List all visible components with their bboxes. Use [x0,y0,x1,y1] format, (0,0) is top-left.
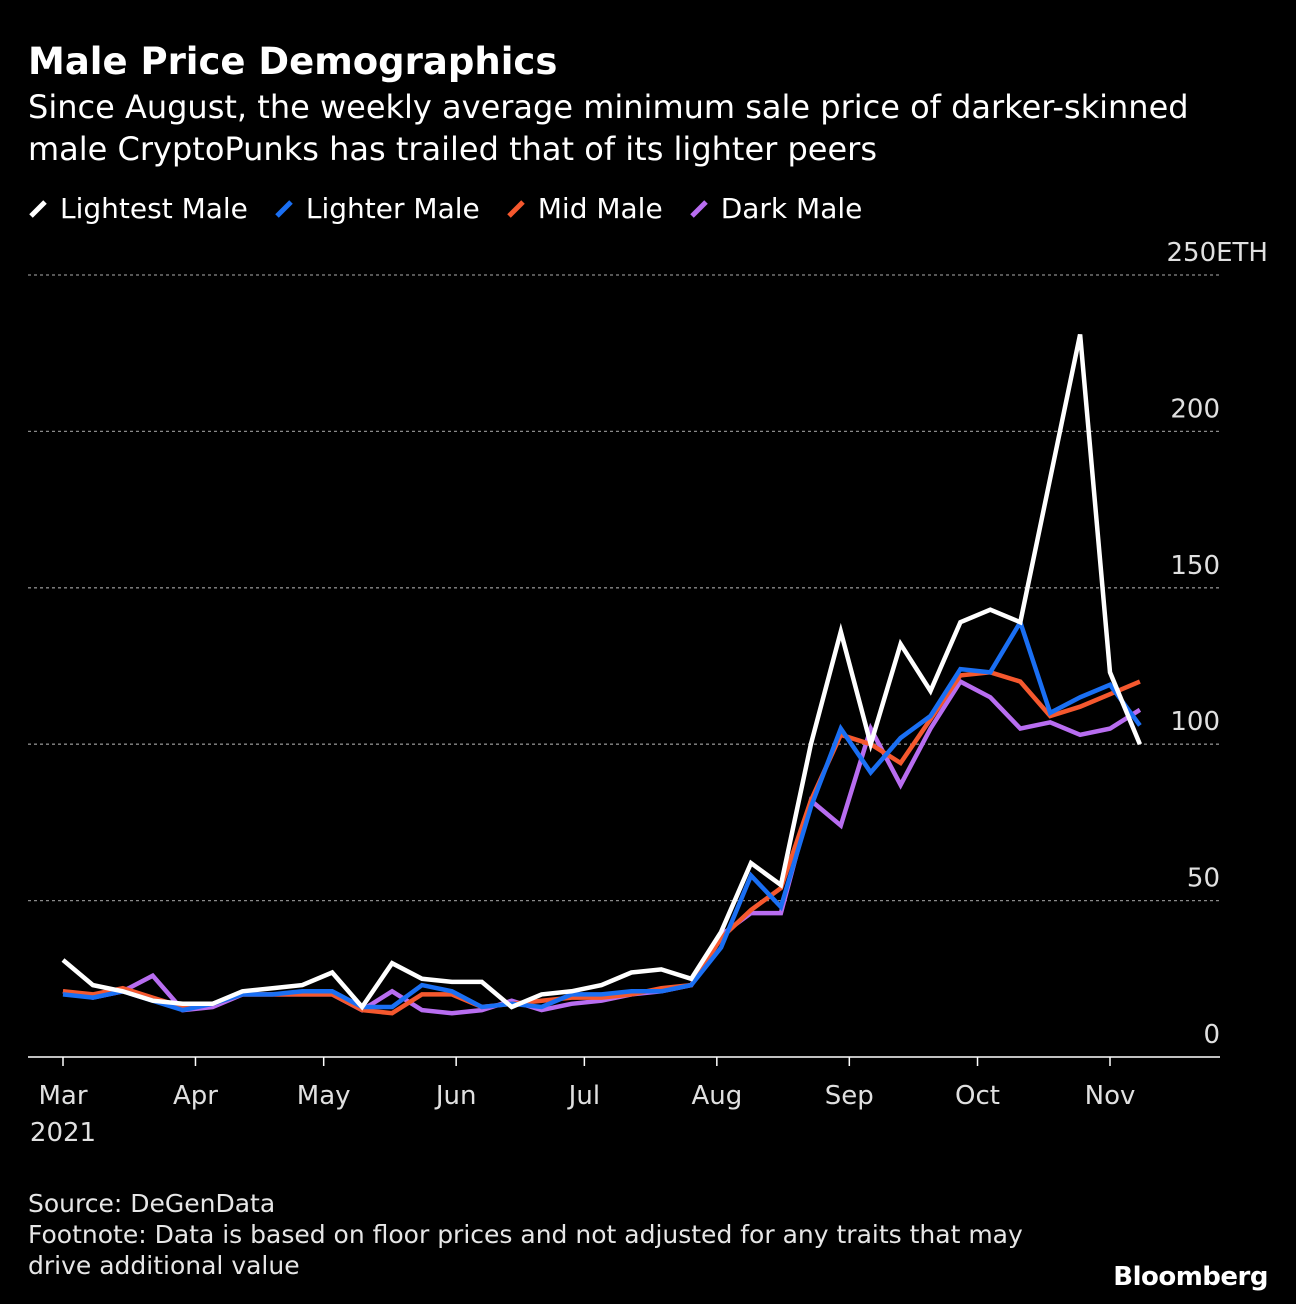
x-tick-label-apr: Apr [173,1081,218,1111]
x-tick-year-label: 2021 [30,1118,96,1148]
line-chart: 0 50 100 150 200 250ETH Mar 2021 Apr May Jun Jul Aug… [28,238,1269,1148]
series-line-mid-male [62,670,1141,1016]
series-line-dark-male [62,678,1142,1016]
legend-swatch-mid-male [506,199,525,218]
x-tick-label-aug: Aug [691,1081,742,1111]
y-tick-label-200: 200 [1170,394,1220,424]
legend-swatch-dark-male [689,199,708,218]
legend-item-lightest-male: Lightest Male [28,192,248,225]
legend-label-dark-male: Dark Male [720,192,863,225]
x-tick-label-sep: Sep [825,1081,874,1111]
chart-subtitle: Since August, the weekly average minimum… [28,88,1189,168]
series-line-lightest-male [61,333,1142,1011]
y-tick-label-100: 100 [1170,707,1220,737]
legend-item-lighter-male: Lighter Male [274,192,480,225]
legend-item-mid-male: Mid Male [506,192,663,225]
legend-label-lightest-male: Lightest Male [60,192,248,225]
legend-swatch-lightest-male [29,199,47,218]
x-tick-label-jul: Jul [567,1081,600,1111]
chart-footer: Source: DeGenData Footnote: Data is base… [28,1188,1038,1281]
y-tick-label-150: 150 [1170,551,1220,581]
legend-label-lighter-male: Lighter Male [305,192,480,225]
y-tick-label-250: 250ETH [1167,238,1269,268]
x-tick-label-mar: Mar [38,1081,87,1111]
x-tick-label-may: May [297,1081,351,1111]
legend-item-dark-male: Dark Male [689,192,863,225]
footnote: Footnote: Data is based on floor prices … [28,1220,1023,1280]
y-tick-label-50: 50 [1187,864,1220,894]
source-note: Source: DeGenData [28,1189,276,1218]
legend: Lightest Male Lighter Male Mid Male Dark… [28,192,862,225]
chart-title: Male Price Demographics [28,40,558,83]
x-tick-label-nov: Nov [1085,1081,1136,1111]
series-line-lighter-male [62,616,1142,1013]
legend-label-mid-male: Mid Male [537,192,663,225]
legend-swatch-lighter-male [275,199,293,218]
x-tick-label-oct: Oct [955,1081,1000,1111]
bloomberg-logo: Bloomberg [1113,1262,1268,1292]
y-tick-label-0: 0 [1203,1020,1220,1050]
x-tick-label-jun: Jun [434,1081,477,1111]
